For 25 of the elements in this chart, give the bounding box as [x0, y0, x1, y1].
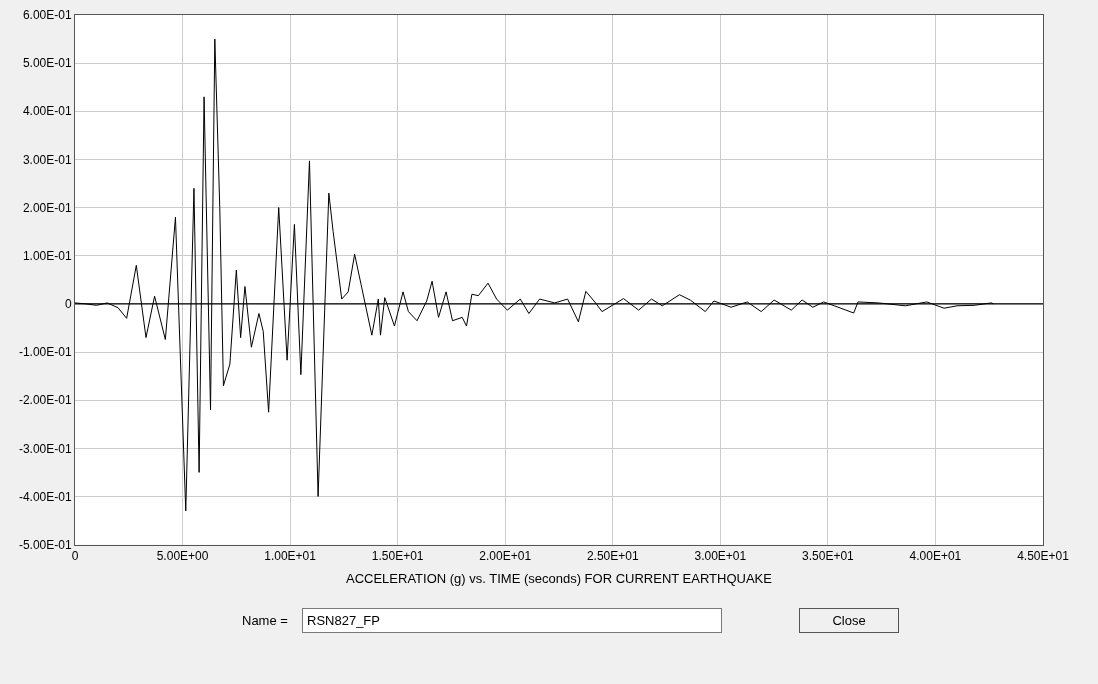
- y-tick-label: 3.00E-01: [22, 152, 72, 167]
- x-tick-label: 4.50E+01: [1017, 549, 1070, 563]
- text: Name =: [242, 613, 288, 628]
- x-tick-label: 4.00E+01: [909, 549, 962, 563]
- x-tick-label: 3.00E+01: [694, 549, 747, 563]
- y-tick-label: 6.00E-01: [22, 8, 72, 23]
- text: RSN827_FP: [307, 613, 380, 628]
- y-tick-label: -2.00E-01: [18, 393, 72, 408]
- x-tick-label: 5.00E+00: [156, 549, 209, 563]
- y-tick-label: -5.00E-01: [18, 537, 72, 552]
- x-tick-label: 1.50E+01: [371, 549, 424, 563]
- y-tick-label: 2.00E-01: [22, 200, 72, 215]
- text: Close: [832, 613, 866, 628]
- y-tick-label: 5.00E-01: [22, 56, 72, 71]
- x-tick-label: 1.00E+01: [264, 549, 317, 563]
- y-tick-label: 0: [64, 297, 72, 312]
- x-tick-label: 3.50E+01: [802, 549, 855, 563]
- y-tick-label: -3.00E-01: [18, 441, 72, 456]
- x-tick-label: 2.00E+01: [479, 549, 532, 563]
- x-axis-title: ACCELERATION (g) vs. TIME (seconds) FOR CURRENT EARTHQUAKE: [346, 571, 773, 586]
- y-tick-label: -1.00E-01: [18, 345, 72, 360]
- y-tick-label: 4.00E-01: [22, 104, 72, 119]
- y-tick-label: -4.00E-01: [18, 489, 72, 504]
- y-tick-label: 1.00E-01: [22, 248, 72, 263]
- x-tick-label: 2.50E+01: [586, 549, 639, 563]
